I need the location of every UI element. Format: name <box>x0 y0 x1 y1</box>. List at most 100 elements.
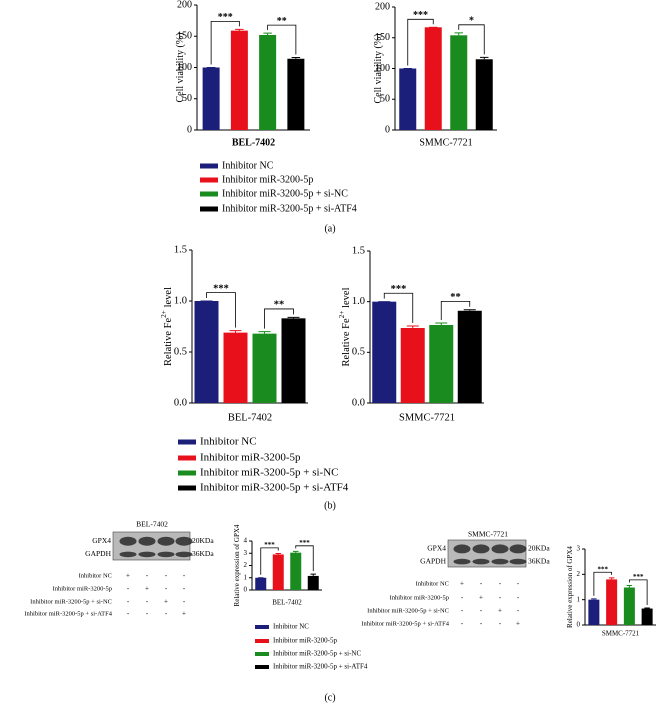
x-axis-label: BEL-7402 <box>228 412 272 423</box>
blot-size-label: 20KDa <box>528 544 550 553</box>
error-bar <box>644 607 650 609</box>
x-axis-label: SMMC-7721 <box>602 630 640 638</box>
legend-label: Inhibitor miR-3200-5p <box>200 452 301 464</box>
y-tick-label: 0 <box>385 124 390 135</box>
blot-band <box>175 551 193 558</box>
error-bar <box>258 331 271 334</box>
y-tick-label: 4 <box>244 537 248 545</box>
legend-label: Inhibitor NC <box>200 436 257 448</box>
significance-bracket <box>628 579 648 606</box>
blot-band <box>157 551 175 558</box>
condition-sign: - <box>183 598 186 606</box>
error-bar <box>406 325 419 329</box>
condition-sign: + <box>164 598 168 606</box>
blot-band <box>509 558 527 565</box>
legend-label: Inhibitor NC <box>222 160 274 171</box>
blot-band <box>119 551 137 558</box>
blot-band <box>157 536 175 546</box>
condition-label: Inhibitor miR-3200-5p + si-ATF4 <box>24 610 112 617</box>
y-axis-label-part: level <box>341 287 352 310</box>
y-axis-label-part: Relative Fe <box>163 318 174 366</box>
blot-title: BEL-7402 <box>136 520 168 529</box>
y-axis-label: Relative Fe2+ level <box>337 287 352 366</box>
error-bar <box>608 577 615 580</box>
bar <box>429 324 454 403</box>
legend-swatch <box>200 191 218 197</box>
condition-sign: + <box>126 572 130 580</box>
blot-band <box>509 544 527 554</box>
blot-row-label: GPX4 <box>92 536 111 545</box>
error-bar <box>310 573 316 576</box>
legend-swatch <box>255 625 269 629</box>
bar <box>400 328 425 403</box>
bar <box>223 332 248 403</box>
bar <box>194 301 219 403</box>
bar <box>457 310 482 403</box>
legend-label: Inhibitor miR-3200-5p <box>273 637 337 645</box>
y-tick-label: 150 <box>375 32 390 43</box>
condition-sign: - <box>183 572 186 580</box>
blot-title: SMMC-7721 <box>468 530 508 539</box>
y-tick-label: 1.0 <box>174 295 187 306</box>
condition-sign: + <box>498 607 502 615</box>
error-bar <box>263 32 272 35</box>
condition-sign: - <box>517 580 520 588</box>
blot-band <box>472 558 490 565</box>
blot-band <box>119 536 137 546</box>
significance-bracket <box>295 545 314 572</box>
bar <box>623 587 635 625</box>
y-tick-label: 2 <box>577 570 581 578</box>
blot-band <box>453 544 471 554</box>
bar <box>588 599 600 625</box>
significance-bracket <box>593 571 613 596</box>
blot-row-label: GPX4 <box>427 544 446 553</box>
legend-swatch <box>178 455 196 461</box>
blot-band <box>491 558 509 565</box>
condition-sign: - <box>517 594 520 602</box>
legend-swatch <box>178 470 196 476</box>
bar <box>259 35 277 130</box>
significance-label: *** <box>299 539 310 547</box>
error-bar <box>626 584 633 588</box>
y-axis-label-part: Relative expression of GPX4 <box>566 546 574 628</box>
y-tick-label: 0 <box>187 124 192 135</box>
condition-sign: + <box>182 610 186 618</box>
legend-swatch <box>200 163 218 169</box>
condition-sign: + <box>145 585 149 593</box>
bar <box>307 575 319 590</box>
bar <box>287 58 305 130</box>
condition-sign: - <box>146 610 149 618</box>
significance-bracket <box>407 18 434 66</box>
blot-size-label: 36KDa <box>192 549 214 558</box>
condition-label: Inhibitor miR-3200-5p <box>53 585 112 592</box>
y-tick-label: 200 <box>375 1 390 12</box>
significance-bracket <box>210 20 240 65</box>
blot-band <box>491 544 509 554</box>
blot-band <box>472 544 490 554</box>
significance-bracket <box>383 292 414 323</box>
condition-sign: - <box>146 572 149 580</box>
blot-row-label: GAPDH <box>420 556 446 565</box>
blot-band <box>138 536 156 546</box>
condition-label: Inhibitor miR-3200-5p + si-ATF4 <box>361 620 449 627</box>
y-tick-label: 100 <box>177 62 192 73</box>
condition-label: Inhibitor miR-3200-5p + si-NC <box>367 607 449 614</box>
significance-bracket <box>440 300 471 320</box>
condition-sign: - <box>127 598 130 606</box>
legend-label: Inhibitor miR-3200-5p + si-NC <box>200 467 339 479</box>
significance-label: *** <box>413 10 428 21</box>
condition-sign: - <box>127 585 130 593</box>
y-tick-label: 150 <box>177 31 192 42</box>
y-axis-label-part: Cell viability (%) <box>373 34 384 104</box>
legend-label: Inhibitor miR-3200-5p + si-NC <box>273 650 361 658</box>
y-tick-label: 1 <box>577 595 581 603</box>
condition-sign: - <box>127 610 130 618</box>
condition-sign: - <box>165 572 168 580</box>
significance-bracket <box>267 24 297 55</box>
blot-band <box>175 536 193 546</box>
y-tick-label: 0 <box>244 586 248 594</box>
blot-band <box>138 551 156 558</box>
condition-sign: - <box>499 594 502 602</box>
y-tick-label: 0.5 <box>174 346 187 357</box>
y-tick-label: 0.0 <box>352 397 365 408</box>
